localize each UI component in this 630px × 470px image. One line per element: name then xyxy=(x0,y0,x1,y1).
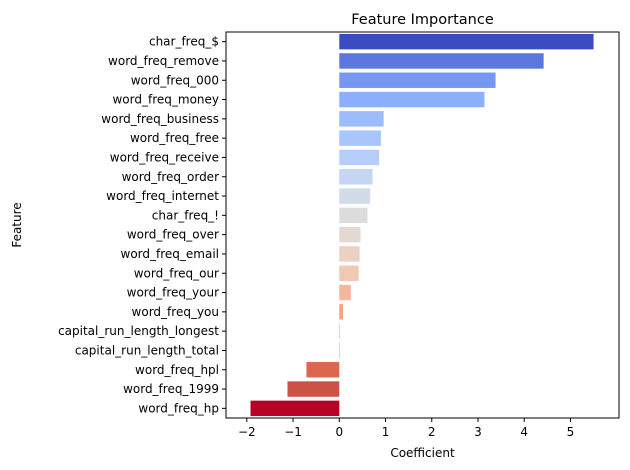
bar-word_freq_hp xyxy=(250,400,340,417)
y-tick-label: word_freq_email xyxy=(121,247,219,261)
bar-word_freq_remove xyxy=(339,53,544,69)
chart-title: Feature Importance xyxy=(351,12,494,28)
y-tick-label: char_freq_$ xyxy=(149,35,219,49)
x-tick-label: −2 xyxy=(238,425,256,439)
y-tick-label: word_freq_receive xyxy=(110,150,219,164)
x-tick-label: 2 xyxy=(428,425,436,439)
y-tick-label: word_freq_money xyxy=(112,93,219,107)
y-tick-label: word_freq_order xyxy=(122,170,219,184)
y-tick-label: word_freq_hpl xyxy=(135,363,219,377)
y-tick-layer: char_freq_$ word_freq_remove word_freq_000… xyxy=(58,35,226,415)
x-axis-label: Coefficient xyxy=(390,446,455,460)
y-tick-label: word_freq_hp xyxy=(138,401,219,415)
bar-char_freq_! xyxy=(339,207,368,224)
bars-layer xyxy=(250,33,594,417)
x-tick-label: −1 xyxy=(284,425,302,439)
x-tick-label: 3 xyxy=(474,425,482,439)
bar-word_freq_your xyxy=(339,284,351,301)
y-tick-label: word_freq_your xyxy=(127,286,219,300)
y-tick-label: capital_run_length_longest xyxy=(58,324,219,338)
y-tick-label: word_freq_our xyxy=(134,266,219,280)
y-tick-label: capital_run_length_total xyxy=(75,343,219,357)
y-tick-label: word_freq_remove xyxy=(108,54,219,68)
bar-word_freq_email xyxy=(339,246,360,262)
plot-frame xyxy=(225,31,620,419)
bar-word_freq_free xyxy=(339,130,381,146)
y-tick-label: word_freq_internet xyxy=(106,189,219,203)
bar-word_freq_1999 xyxy=(287,381,340,397)
bar-word_freq_you xyxy=(339,304,343,320)
x-tick-layer: −2 −1 0 1 2 3 4 5 xyxy=(238,418,574,439)
bar-word_freq_receive xyxy=(339,149,380,166)
y-tick-label: word_freq_business xyxy=(101,112,219,126)
x-tick-label: 0 xyxy=(335,425,343,439)
bar-word_freq_business xyxy=(339,111,384,127)
bar-word_freq_internet xyxy=(339,188,371,204)
bar-char_freq_$ xyxy=(339,33,594,50)
bar-word_freq_over xyxy=(339,226,361,243)
bar-word_freq_hpl xyxy=(306,362,340,378)
y-axis-label: Feature xyxy=(10,202,24,247)
y-tick-label: word_freq_free xyxy=(130,131,219,145)
y-tick-label: word_freq_you xyxy=(132,305,219,319)
x-tick-label: 5 xyxy=(567,425,575,439)
bar-word_freq_money xyxy=(339,91,485,108)
y-tick-label: word_freq_000 xyxy=(131,73,219,87)
bar-word_freq_000 xyxy=(339,72,496,88)
y-tick-label: word_freq_over xyxy=(127,228,219,242)
x-tick-label: 4 xyxy=(520,425,528,439)
y-tick-label: char_freq_! xyxy=(152,208,219,222)
bar-word_freq_order xyxy=(339,169,373,185)
bar-word_freq_our xyxy=(339,265,359,281)
x-tick-label: 1 xyxy=(382,425,390,439)
y-tick-label: word_freq_1999 xyxy=(123,382,219,396)
